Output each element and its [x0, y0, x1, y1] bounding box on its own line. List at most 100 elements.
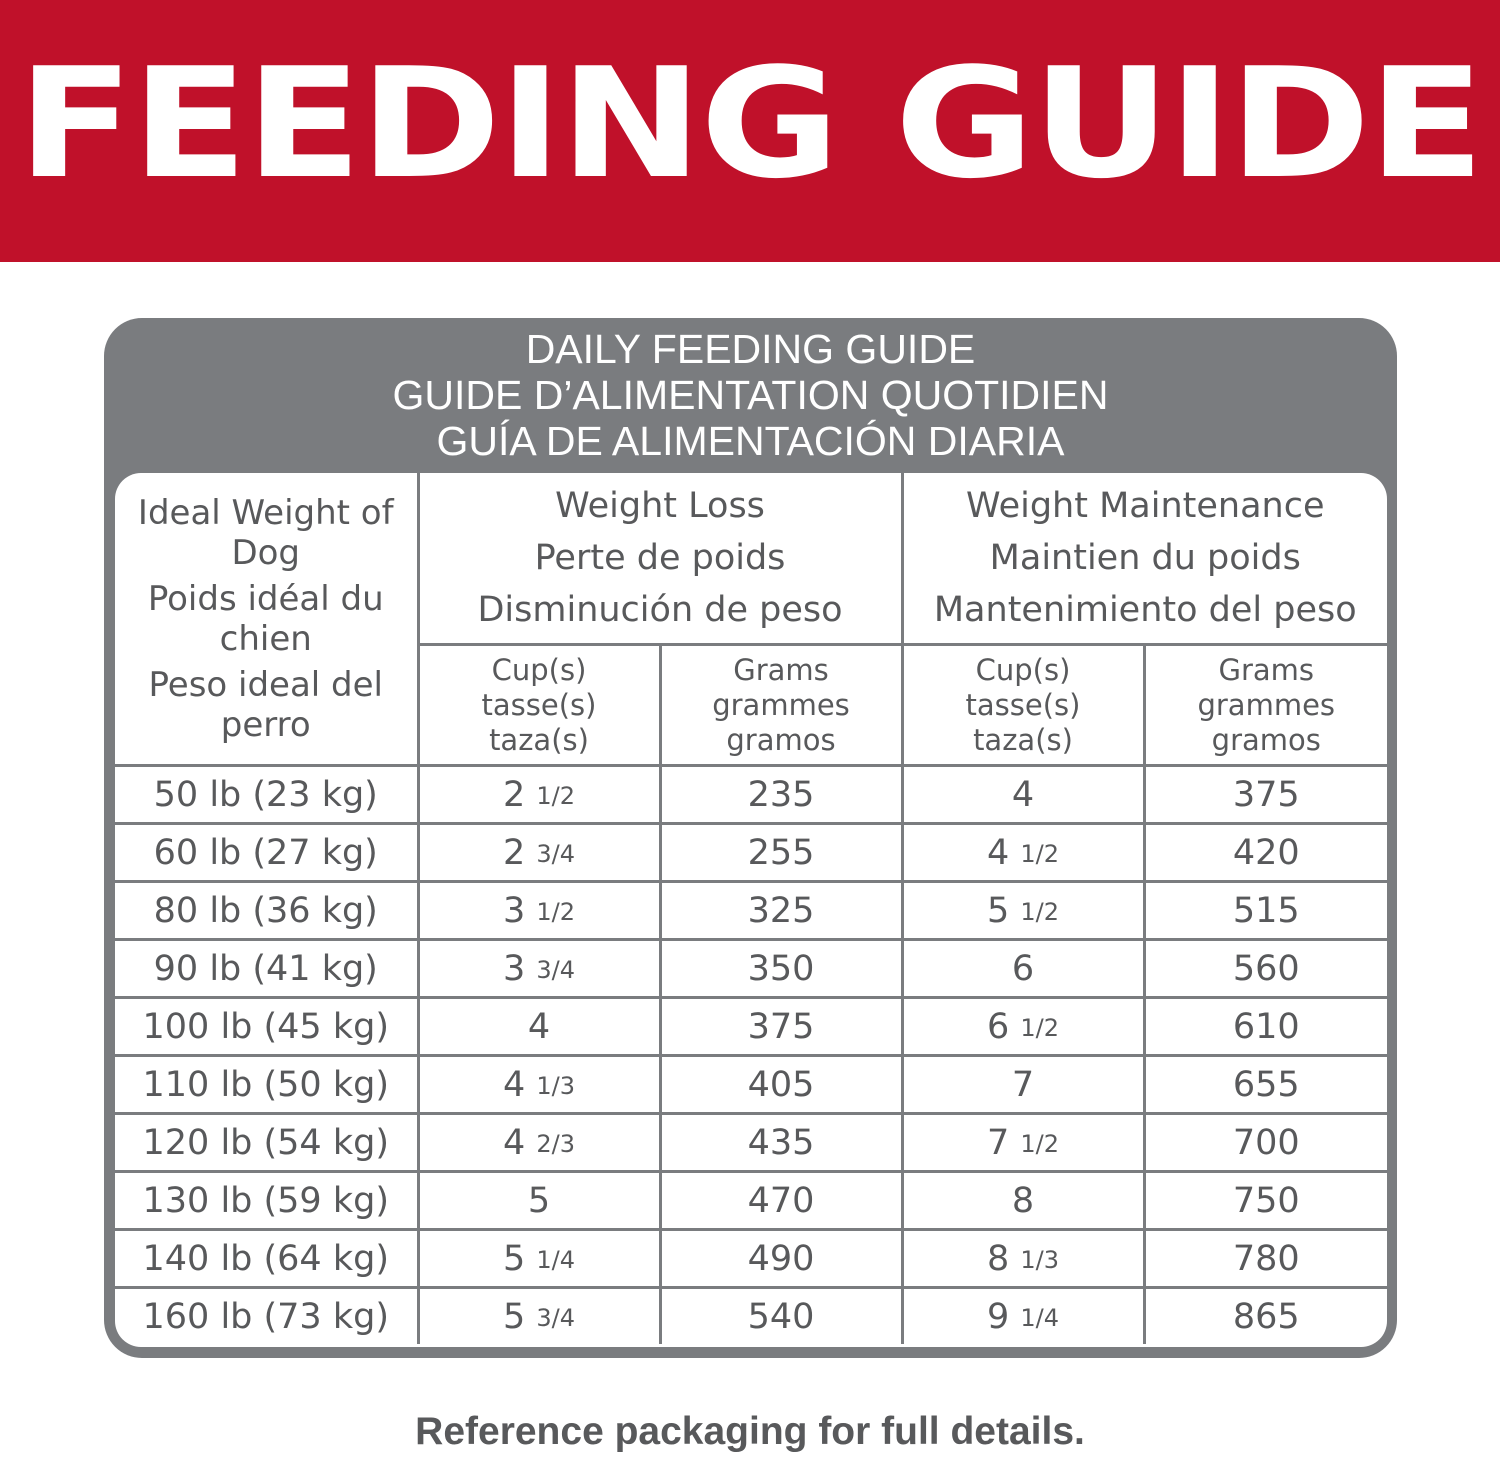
loss-grams-cell: 435 [658, 1112, 904, 1173]
loss-cups-cell-value: 3 [502, 948, 526, 989]
table-row: 60 lb (27 kg) 2 3/4 255 4 1/2 420 [115, 822, 1387, 883]
maint-grams-cell-value: 865 [1232, 1296, 1300, 1337]
loss-grams-cell-value: 405 [747, 1064, 815, 1105]
weight-cell-value: 130 lb (59 kg) [142, 1180, 389, 1221]
maint-cups-cell-value: 6 [1011, 948, 1035, 989]
maint-cups-cell-fraction: 1/2 [1020, 1013, 1060, 1042]
footer-note: Reference packaging for full details. [415, 1410, 1085, 1453]
loss-cups-cell-fraction: 3/4 [536, 1303, 576, 1332]
cups-label-en: Cup(s) [975, 652, 1071, 687]
table-row: 80 lb (36 kg) 3 1/2 325 5 1/2 515 [115, 880, 1387, 941]
weight-column-header: Ideal Weight of Dog Poids idéal du chien… [115, 473, 420, 767]
loss-cups-cell: 4 1/3 [416, 1054, 662, 1115]
loss-grams-cell-value: 375 [747, 1006, 815, 1047]
maint-cups-header: Cup(s) tasse(s) taza(s) [900, 643, 1146, 767]
table-row: 50 lb (23 kg) 2 1/2 235 4 375 [115, 764, 1387, 825]
loss-cups-cell: 4 [416, 996, 662, 1057]
weight-cell: 100 lb (45 kg) [115, 996, 420, 1057]
weight-loss-fr: Perte de poids [534, 538, 786, 578]
weight-cell-value: 50 lb (23 kg) [153, 774, 378, 815]
maint-cups-cell-value: 7 [986, 1122, 1010, 1163]
weight-cell: 90 lb (41 kg) [115, 938, 420, 999]
loss-cups-cell-fraction: 3/4 [536, 955, 576, 984]
loss-cups-cell-value: 5 [527, 1180, 551, 1221]
weight-cell-value: 120 lb (54 kg) [142, 1122, 389, 1163]
weight-maint-fr: Maintien du poids [989, 538, 1301, 578]
maint-grams-cell-value: 375 [1232, 774, 1300, 815]
loss-grams-cell: 255 [658, 822, 904, 883]
loss-grams-cell: 375 [658, 996, 904, 1057]
loss-cups-cell-fraction: 1/2 [536, 781, 576, 810]
loss-cups-cell: 2 3/4 [416, 822, 662, 883]
weight-cell: 60 lb (27 kg) [115, 822, 420, 883]
loss-grams-cell: 350 [658, 938, 904, 999]
loss-grams-cell: 490 [658, 1228, 904, 1289]
grams-label-fr: grammes [1197, 687, 1336, 722]
weight-cell: 80 lb (36 kg) [115, 880, 420, 941]
maint-grams-header: Grams grammes gramos [1142, 643, 1387, 767]
maint-cups-cell-value: 5 [986, 890, 1010, 931]
loss-cups-cell: 5 [416, 1170, 662, 1231]
loss-grams-cell-value: 255 [747, 832, 815, 873]
weight-loss-es: Disminución de peso [477, 590, 843, 630]
loss-cups-cell-fraction: 2/3 [536, 1129, 576, 1158]
maint-cups-cell-value: 6 [986, 1006, 1010, 1047]
maint-cups-cell: 8 [900, 1170, 1146, 1231]
table-row: 130 lb (59 kg) 5 470 8 750 [115, 1170, 1387, 1231]
maint-cups-cell: 6 1/2 [900, 996, 1146, 1057]
feeding-table: Ideal Weight of Dog Poids idéal du chien… [115, 473, 1387, 1344]
maint-cups-cell-fraction: 1/2 [1020, 897, 1060, 926]
weight-header-fr: Poids idéal du chien [147, 578, 384, 659]
table-row: 100 lb (45 kg) 4 375 6 1/2 610 [115, 996, 1387, 1057]
loss-cups-cell-value: 3 [502, 890, 526, 931]
loss-cups-cell-value: 2 [502, 774, 526, 815]
maint-cups-cell-value: 4 [1011, 774, 1035, 815]
maint-cups-cell: 4 [900, 764, 1146, 825]
weight-cell: 120 lb (54 kg) [115, 1112, 420, 1173]
maint-cups-cell-value: 8 [986, 1238, 1010, 1279]
weight-maint-es: Mantenimiento del peso [933, 590, 1357, 630]
loss-cups-cell: 4 2/3 [416, 1112, 662, 1173]
maint-grams-cell-value: 560 [1232, 948, 1300, 989]
loss-cups-cell-fraction: 1/2 [536, 897, 576, 926]
loss-cups-cell: 2 1/2 [416, 764, 662, 825]
maint-cups-cell: 7 1/2 [900, 1112, 1146, 1173]
maint-cups-cell: 7 [900, 1054, 1146, 1115]
loss-grams-cell: 470 [658, 1170, 904, 1231]
maint-grams-cell: 515 [1142, 880, 1387, 941]
weight-cell-value: 80 lb (36 kg) [153, 890, 378, 931]
loss-cups-cell-fraction: 1/4 [536, 1245, 576, 1274]
weight-cell: 50 lb (23 kg) [115, 764, 420, 825]
maint-grams-cell: 610 [1142, 996, 1387, 1057]
maint-grams-cell-value: 420 [1232, 832, 1300, 873]
grams-label-en: Grams [733, 652, 829, 687]
weight-cell-value: 110 lb (50 kg) [142, 1064, 389, 1105]
weight-cell: 110 lb (50 kg) [115, 1054, 420, 1115]
loss-cups-cell: 5 1/4 [416, 1228, 662, 1289]
loss-grams-cell: 235 [658, 764, 904, 825]
loss-grams-cell: 405 [658, 1054, 904, 1115]
maint-cups-cell-value: 4 [986, 832, 1010, 873]
weight-cell-value: 100 lb (45 kg) [142, 1006, 389, 1047]
weight-cell-value: 140 lb (64 kg) [142, 1238, 389, 1279]
grams-label-fr: grammes [712, 687, 850, 722]
loss-cups-cell: 5 3/4 [416, 1286, 662, 1344]
loss-grams-cell-value: 350 [747, 948, 815, 989]
loss-grams-cell-value: 235 [747, 774, 815, 815]
panel-title: DAILY FEEDING GUIDE GUIDE D’ALIMENTATION… [104, 326, 1397, 464]
loss-cups-cell-value: 4 [502, 1064, 526, 1105]
maint-grams-cell-value: 515 [1232, 890, 1300, 931]
loss-cups-cell-value: 4 [527, 1006, 551, 1047]
loss-grams-cell-value: 325 [747, 890, 815, 931]
feeding-table-container: Ideal Weight of Dog Poids idéal du chien… [115, 473, 1387, 1347]
maint-cups-cell-fraction: 1/2 [1020, 839, 1060, 868]
maint-grams-cell: 375 [1142, 764, 1387, 825]
weight-loss-header: Weight Loss Perte de poids Disminución d… [416, 473, 904, 646]
maint-grams-cell: 655 [1142, 1054, 1387, 1115]
maint-grams-cell: 420 [1142, 822, 1387, 883]
maint-grams-cell-value: 750 [1232, 1180, 1300, 1221]
maint-cups-cell: 4 1/2 [900, 822, 1146, 883]
cups-label-fr: tasse(s) [965, 687, 1081, 722]
loss-grams-header: Grams grammes gramos [658, 643, 904, 767]
loss-grams-cell-value: 490 [747, 1238, 815, 1279]
